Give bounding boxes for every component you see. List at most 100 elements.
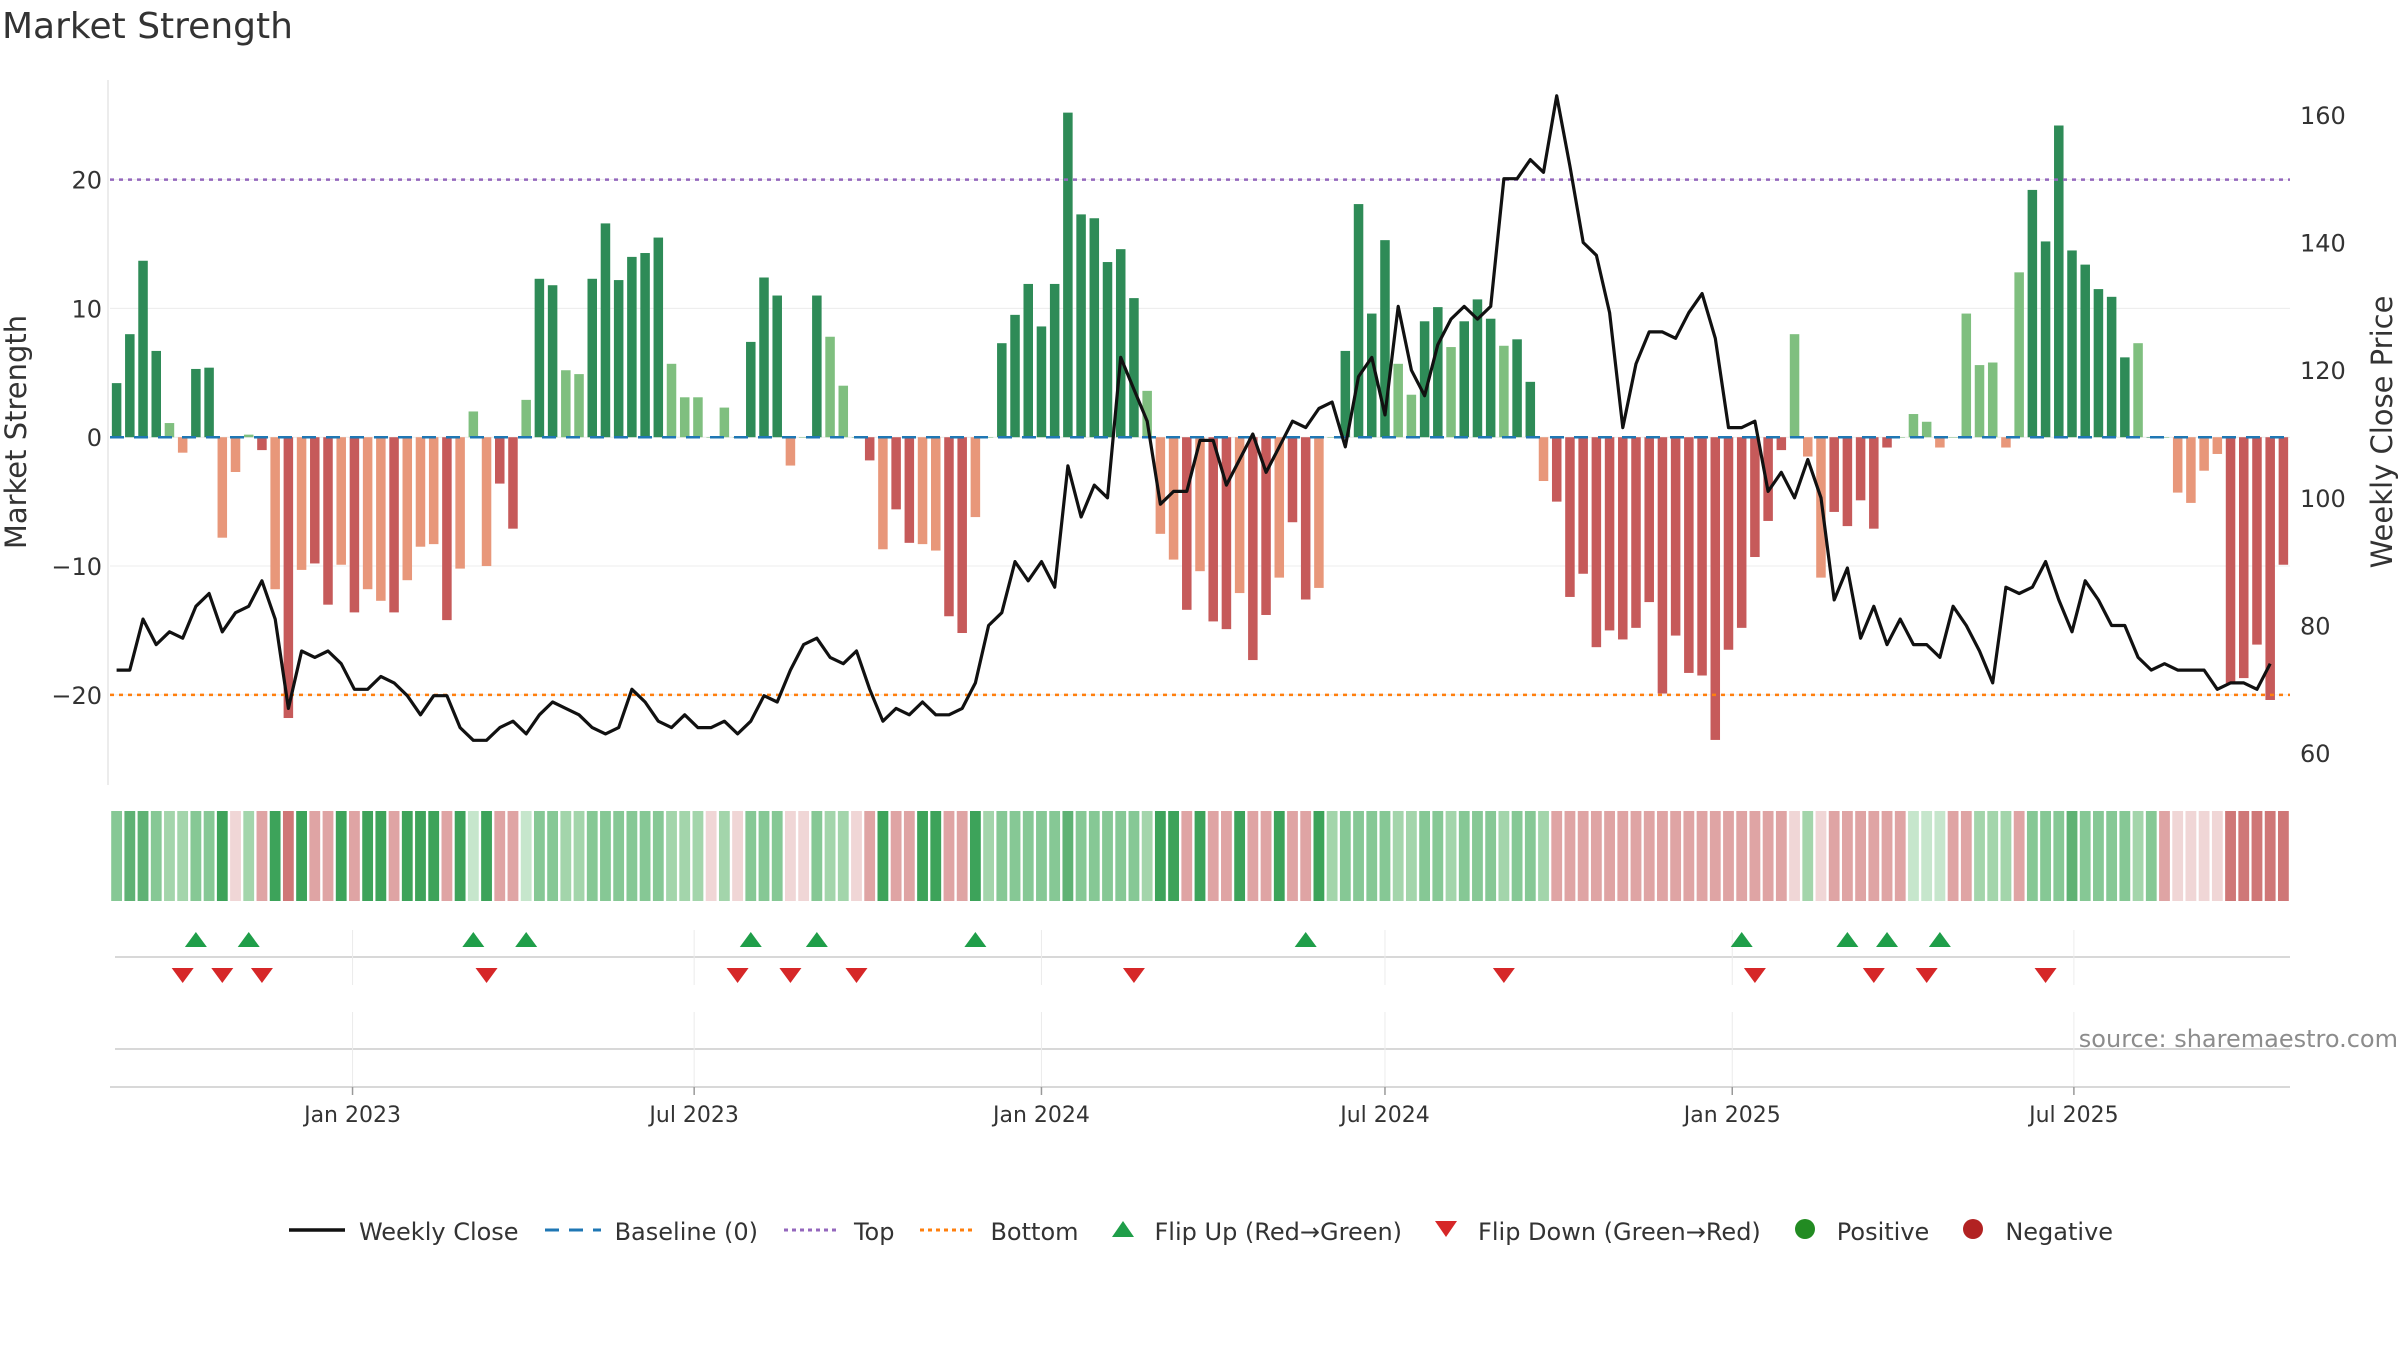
strength-bar [666,363,677,438]
legend-label: Positive [1836,1218,1930,1246]
heatmap-cell [1498,811,1510,901]
heatmap-cell [1102,811,1113,901]
strength-bar [931,437,941,551]
threshold-lines [110,178,2290,697]
strength-bar [812,295,822,438]
strength-bar [495,437,505,484]
heatmap-cell [824,811,836,901]
strength-bar [1631,437,1641,628]
heatmap-cell [335,811,347,901]
strength-bar [1776,437,1787,451]
heatmap-cell [956,811,968,901]
legend-tri-down-icon [1426,1217,1478,1247]
strength-bar [574,374,584,438]
heatmap-cell [1934,811,1946,901]
heatmap-cell [771,811,783,901]
strength-bar [1644,437,1654,603]
heatmap-cell [1009,811,1021,901]
heatmap-cell [401,811,413,901]
strength-bar [468,411,479,438]
strength-bar [1221,437,1232,630]
heatmap-cell [1221,811,1232,901]
legend-dot-red-icon [1953,1217,2005,1247]
heatmap-cell [560,811,572,901]
strength-bar [1618,437,1628,640]
heatmap-cell [785,811,796,901]
strength-bar [2040,241,2051,438]
heatmap-cell [1815,811,1827,901]
heatmap-cell [1181,811,1193,901]
strength-bar [2106,296,2117,438]
strength-bar [1908,414,1919,438]
x-tick-label: Jan 2023 [302,1103,401,1128]
heatmap-cell [1749,811,1761,901]
strength-bar [2278,437,2289,565]
strength-bar [1353,204,1364,438]
strength-bar [561,370,571,438]
heatmap-cell [1987,811,1999,901]
heatmap-cell [1353,811,1364,901]
heatmap-cell [1458,811,1470,901]
strength-bar [785,437,796,466]
heatmap-cell [969,811,981,901]
heatmap-cell [1287,811,1298,901]
flip-up-marker [237,932,260,947]
x-tick-label: Jul 2025 [2027,1103,2119,1128]
y-axis-label: Market Strength [0,315,33,549]
strength-bar [2014,272,2024,438]
legend-line-icon [287,1218,359,1246]
legend-label: Top [853,1218,895,1246]
strength-bar [2199,437,2209,471]
y2-tick-label: 140 [2300,230,2346,258]
strength-bar [1525,381,1536,438]
strength-bar [2252,437,2262,645]
flip-down-marker [726,968,749,983]
source-text: source: sharemaestro.com [2079,1025,2398,1053]
strength-bar [1538,437,1549,482]
heatmap-cell [877,811,889,901]
strength-bar [1657,437,1668,694]
heatmap-cell [481,811,492,901]
strength-bar [1089,218,1100,438]
heatmap-cell [243,811,255,901]
heatmap-cell [1921,811,1933,901]
heatmap-cell [652,811,664,901]
strength-bar [1367,313,1377,438]
flip-up-marker [1876,932,1899,947]
x-axis-ticks: Jan 2023 Jul 2023 Jan 2024 Jul 2024 Jan 2025… [302,1087,2119,1128]
heatmap-cell [1405,811,1417,901]
strength-bar [627,256,637,438]
strength-bar [1591,437,1602,648]
heatmap-cell [1802,811,1814,901]
strength-bar [1076,214,1086,438]
heatmap-cell [1115,811,1127,901]
strength-bar [2133,343,2143,438]
flip-up-marker [1928,932,1951,947]
heatmap-cell [1036,811,1047,901]
legend-item: Weekly Close [287,1218,519,1246]
strength-bar [310,437,320,564]
strength-bar [2265,437,2275,700]
heatmap-cell [203,811,215,901]
heatmap-cell [190,811,202,901]
flip-up-marker [805,932,828,947]
heatmap-cell [1696,811,1708,901]
legend: Weekly Close Baseline (0) Top Bottom Flip Up… [0,1212,2400,1252]
heatmap-cell [2066,811,2078,901]
strength-bar [1829,437,1839,512]
heatmap-cell [1392,811,1404,901]
heatmap-cell [1657,811,1668,901]
strength-bar [719,407,730,438]
strength-bar [1974,365,1985,438]
strength-bar [415,437,426,547]
heatmap-cell [1379,811,1391,901]
heatmap-cell [1075,811,1087,901]
legend-label: Bottom [990,1218,1079,1246]
heatmap-cell [864,811,876,901]
heatmap-cell [2225,811,2236,901]
strength-bar [1380,240,1390,438]
legend-label: Baseline (0) [614,1218,758,1246]
heatmap-cell [1247,811,1259,901]
flip-up-marker [515,932,538,947]
